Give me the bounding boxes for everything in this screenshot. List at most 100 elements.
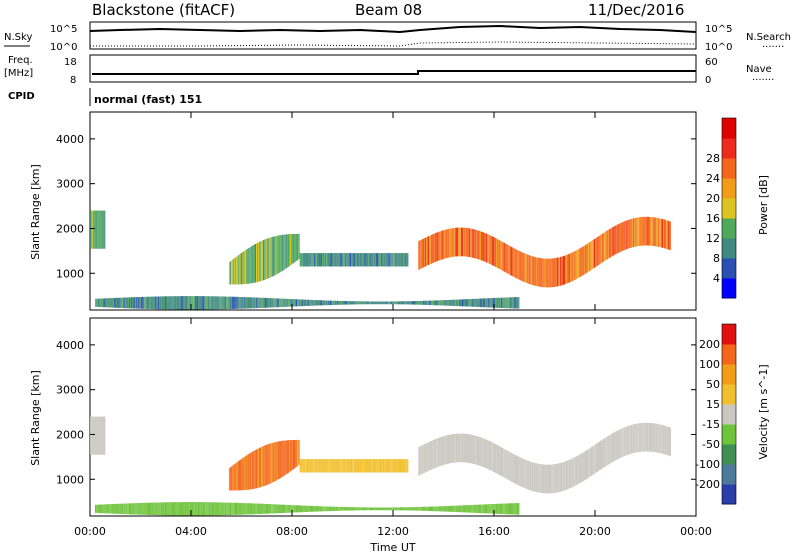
power-cell [274, 298, 276, 308]
power-cell [383, 253, 386, 267]
velocity-cell [608, 435, 610, 464]
power-cell [509, 297, 511, 309]
velocity-cell [527, 460, 529, 490]
velocity-cell [260, 503, 262, 514]
velocity-cell [116, 503, 118, 514]
power-cell [613, 226, 615, 256]
power-cell [553, 258, 555, 287]
velocity-cell [249, 453, 251, 490]
velocity-cell [468, 505, 470, 513]
velocity-cell [317, 506, 319, 512]
power-cell [471, 228, 473, 258]
power-cell [342, 301, 344, 305]
power-cell [646, 216, 648, 246]
velocity-cell [363, 459, 365, 473]
velocity-cell [283, 504, 285, 513]
velocity-cell [275, 442, 277, 481]
power-morning-patch [90, 210, 106, 249]
power-cell [113, 298, 115, 308]
velocity-cell [516, 455, 518, 485]
velocity-colorbar-segment [722, 444, 736, 465]
power-cell [281, 298, 283, 307]
velocity-cell [459, 433, 461, 463]
power-cell [277, 298, 279, 308]
noise-sky-line [89, 24, 697, 34]
velocity-cell [367, 459, 369, 473]
power-cell [541, 258, 543, 288]
power-cell [507, 297, 509, 309]
velocity-cell [666, 426, 669, 456]
velocity-cell [341, 507, 343, 511]
velocity-cell [494, 443, 496, 473]
velocity-cell [489, 504, 491, 514]
power-cell [478, 298, 480, 307]
power-cell [302, 253, 304, 267]
power-colorbar-segment [722, 238, 736, 259]
velocity-cell [619, 429, 621, 459]
power-cell [239, 297, 241, 309]
power-cell [355, 253, 357, 267]
velocity-cell [455, 505, 457, 512]
power-colorbar-tick: 12 [706, 232, 720, 245]
x-tick-label: 04:00 [175, 525, 207, 538]
velocity-cell [328, 506, 330, 512]
power-cell [651, 217, 653, 246]
velocity-cell [441, 436, 443, 466]
velocity-cell [179, 502, 181, 516]
power-cell [464, 299, 467, 307]
power-cell [298, 299, 301, 307]
velocity-cell [177, 502, 179, 516]
velocity-cell [359, 459, 361, 473]
power-cell [322, 300, 324, 306]
power-cell [587, 243, 589, 273]
power-cell [327, 253, 329, 267]
velocity-cell [250, 452, 252, 490]
power-cell [445, 229, 447, 259]
velocity-cell [514, 503, 516, 515]
power-cell [264, 297, 266, 308]
power-cell [319, 253, 322, 267]
power-cell [170, 296, 172, 310]
power-cell [146, 296, 148, 309]
velocity-cell [203, 502, 205, 516]
power-cell [530, 256, 533, 285]
power-cell [346, 301, 348, 305]
velocity-cell [376, 507, 378, 511]
power-cell [157, 296, 159, 310]
power-cell [575, 250, 577, 280]
power-cell [384, 301, 386, 305]
power-cell [397, 301, 400, 305]
power-cell [531, 256, 534, 285]
power-cell [464, 227, 467, 257]
power-cell [443, 230, 445, 259]
power-cell [507, 245, 509, 274]
power-cell [500, 241, 502, 270]
velocity-cell [115, 503, 117, 514]
power-cell [386, 301, 388, 305]
power-cell [226, 296, 228, 310]
power-cell [192, 296, 194, 310]
velocity-cell [558, 463, 560, 493]
power-cell [447, 300, 449, 306]
velocity-cell [643, 422, 645, 452]
power-cell [455, 227, 457, 257]
power-cell [348, 301, 350, 305]
power-cell [591, 240, 593, 270]
power-cell [457, 227, 459, 257]
power-cell [466, 299, 468, 307]
velocity-cell [575, 456, 577, 486]
velocity-cell [423, 506, 425, 511]
power-cell [485, 233, 487, 263]
velocity-cell [106, 504, 108, 514]
velocity-cell [299, 505, 302, 513]
velocity-cell [610, 434, 612, 463]
velocity-cell [183, 502, 185, 516]
velocity-cell [590, 447, 592, 477]
velocity-cell [318, 459, 320, 473]
power-cell [488, 298, 490, 308]
velocity-cell [442, 506, 444, 512]
power-cell [232, 259, 234, 285]
velocity-cell [495, 444, 498, 474]
power-cell [461, 227, 463, 257]
velocity-cell [307, 505, 309, 512]
